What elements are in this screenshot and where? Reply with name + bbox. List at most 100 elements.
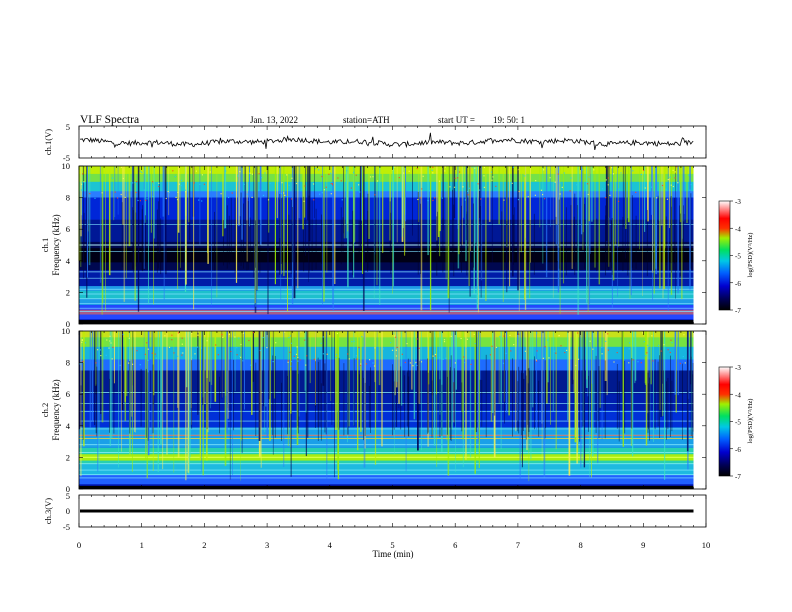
speckle: [198, 199, 200, 201]
frequency-tick-label: 6: [66, 224, 70, 234]
speckle: [563, 172, 565, 174]
speckle: [417, 198, 419, 201]
speckle: [250, 364, 252, 366]
speckle: [432, 199, 434, 202]
speckle: [299, 359, 301, 361]
speckle: [601, 346, 603, 348]
speckle: [239, 171, 241, 173]
speckle: [84, 342, 87, 344]
speckle: [391, 349, 394, 351]
speckle: [609, 194, 611, 196]
speckle: [315, 167, 317, 170]
speckle: [365, 363, 368, 365]
speckle: [438, 357, 441, 359]
speckle: [495, 185, 497, 187]
speckle: [369, 359, 371, 361]
speckle: [434, 355, 436, 357]
frequency-band: [79, 410, 694, 428]
speckle: [660, 350, 662, 352]
speckle: [398, 177, 400, 179]
speckle: [283, 192, 285, 194]
speckle: [236, 354, 238, 356]
speckle: [312, 183, 315, 185]
speckle: [463, 356, 465, 358]
speckle: [457, 177, 459, 179]
speckle: [535, 359, 537, 361]
speckle: [356, 358, 358, 360]
speckle: [682, 356, 684, 358]
speckle: [293, 355, 295, 357]
colorbar-tick-label: -6: [735, 280, 741, 288]
speckle: [151, 352, 153, 354]
speckle: [258, 173, 260, 175]
speckle: [369, 176, 372, 178]
frequency-tick-label: 4: [66, 421, 71, 431]
speckle: [336, 353, 338, 356]
speckle: [158, 185, 160, 188]
header: VLF Spectra Jan. 13, 2022 station=ATH st…: [80, 114, 525, 126]
speckle: [612, 173, 614, 175]
speckle: [427, 200, 429, 202]
speckle: [607, 177, 609, 179]
speckle: [586, 183, 589, 185]
speckle: [480, 198, 482, 200]
speckle: [164, 335, 166, 337]
x-tick-label: 5: [390, 540, 394, 550]
speckle: [116, 197, 119, 199]
speckle: [82, 173, 84, 175]
speckle: [474, 343, 476, 345]
speckle: [225, 170, 227, 172]
speckle: [561, 186, 563, 188]
speckle: [146, 342, 148, 344]
speckle: [471, 166, 473, 168]
speckle: [177, 332, 179, 334]
speckle: [330, 172, 332, 174]
speckle: [416, 338, 418, 340]
speckle: [288, 337, 290, 339]
speckle: [450, 335, 452, 337]
frequency-band: [79, 309, 694, 315]
speckle: [313, 199, 315, 201]
frequency-band: [79, 463, 694, 475]
speckle: [503, 335, 505, 337]
speckle: [264, 172, 266, 174]
speckle: [221, 333, 223, 336]
speckle: [428, 190, 431, 192]
speckle: [414, 363, 417, 365]
speckle: [352, 171, 355, 174]
speckle: [467, 194, 469, 196]
speckle: [674, 171, 676, 173]
speckle: [613, 361, 615, 363]
speckle: [269, 183, 271, 185]
speckle: [544, 198, 546, 200]
frequency-band: [79, 485, 694, 489]
speckle: [322, 336, 324, 338]
speckle: [275, 342, 277, 344]
speckle: [690, 184, 692, 186]
speckle: [661, 184, 664, 187]
speckle: [513, 344, 515, 346]
speckle: [464, 199, 466, 201]
speckle: [412, 365, 414, 367]
speckle: [175, 196, 177, 198]
speckle: [289, 335, 291, 337]
speckle: [553, 350, 555, 352]
ch1-spectrogram-panel: 10 8 6 4 2 0 ch.1 Frequency (kHz): [40, 161, 707, 329]
speckle: [635, 191, 637, 193]
speckle: [136, 350, 138, 352]
x-tick-label: 9: [641, 540, 645, 550]
speckle: [394, 166, 396, 168]
speckle: [220, 193, 222, 195]
speckle: [197, 331, 199, 333]
speckle: [588, 176, 590, 178]
speckle: [422, 175, 424, 177]
speckle: [609, 167, 611, 169]
speckle: [576, 184, 578, 186]
speckle: [319, 193, 321, 195]
speckle: [99, 349, 101, 351]
speckle: [321, 175, 323, 178]
speckle: [328, 173, 330, 175]
speckle: [152, 181, 154, 183]
speckle: [559, 193, 561, 195]
speckle: [560, 345, 562, 347]
